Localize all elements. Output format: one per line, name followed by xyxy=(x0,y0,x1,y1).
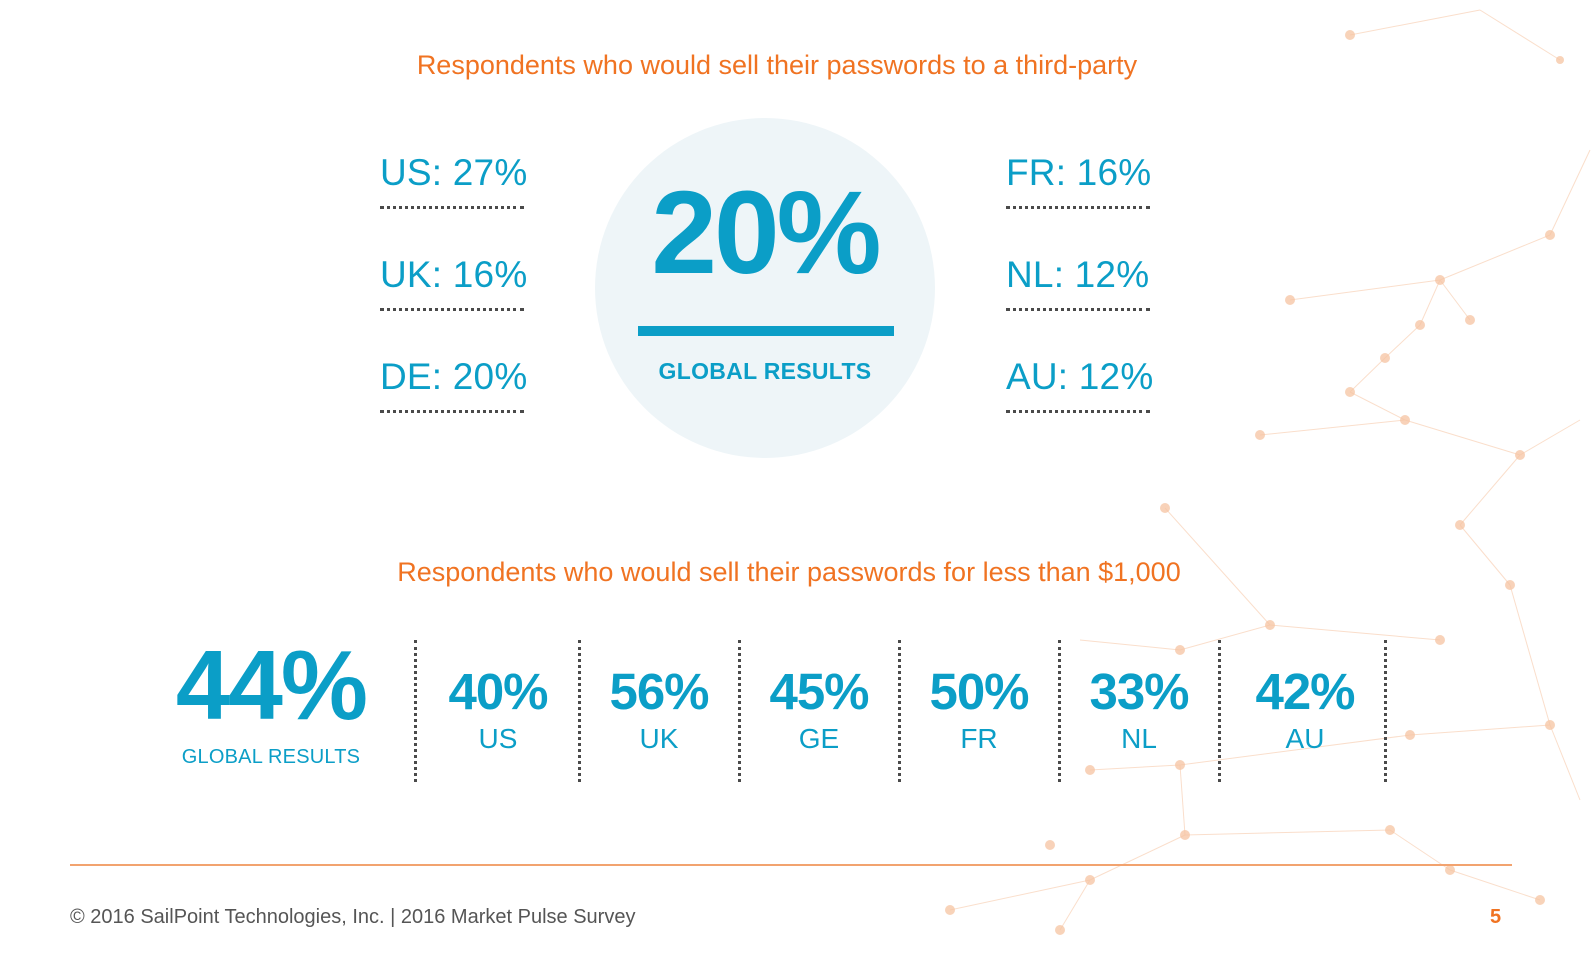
dotted-separator xyxy=(1384,640,1387,782)
country-percentage: 56% xyxy=(609,663,709,720)
country-stat-fr: FR: 16% xyxy=(1006,152,1176,209)
dotted-divider xyxy=(380,206,524,209)
dotted-separator xyxy=(414,640,417,782)
dotted-divider xyxy=(1006,410,1150,413)
country-percentage: 42% xyxy=(1255,663,1355,720)
dotted-divider xyxy=(380,410,524,413)
global-results-label: GLOBAL RESULTS xyxy=(181,746,361,768)
dotted-separator xyxy=(738,640,741,782)
country-result-fr: 50% FR xyxy=(914,666,1044,755)
country-percentage: 45% xyxy=(769,663,869,720)
country-result-nl: 33% NL xyxy=(1074,666,1204,755)
global-percentage: 44% xyxy=(175,630,368,740)
country-code: NL xyxy=(1121,723,1157,754)
global-underline-bar xyxy=(638,326,894,336)
country-result-au: 42% AU xyxy=(1240,666,1370,755)
dotted-separator xyxy=(898,640,901,782)
country-stat-us: US: 27% xyxy=(380,152,550,209)
page-number: 5 xyxy=(1490,906,1502,928)
dotted-separator xyxy=(1058,640,1061,782)
country-stat-text: NL: 12% xyxy=(1006,254,1150,295)
dotted-divider xyxy=(1006,206,1150,209)
dotted-separator xyxy=(1218,640,1221,782)
country-percentage: 40% xyxy=(448,663,548,720)
country-result-uk: 56% UK xyxy=(594,666,724,755)
country-stat-text: UK: 16% xyxy=(380,254,528,295)
country-stat-text: AU: 12% xyxy=(1006,356,1154,397)
country-stat-text: FR: 16% xyxy=(1006,152,1152,193)
country-result-ge: 45% GE xyxy=(754,666,884,755)
country-stat-au: AU: 12% xyxy=(1006,356,1176,413)
dotted-divider xyxy=(1006,308,1150,311)
country-code: GE xyxy=(798,723,840,754)
global-results-label: GLOBAL RESULTS xyxy=(658,358,872,384)
country-stat-uk: UK: 16% xyxy=(380,254,550,311)
footer-copyright: © 2016 SailPoint Technologies, Inc. | 20… xyxy=(70,906,636,928)
country-stat-de: DE: 20% xyxy=(380,356,550,413)
country-code: AU xyxy=(1285,723,1325,754)
country-result-us: 40% US xyxy=(433,666,563,755)
country-percentage: 33% xyxy=(1089,663,1189,720)
global-result-circle: 20% GLOBAL RESULTS xyxy=(595,118,935,458)
section-title-third-party: Respondents who would sell their passwor… xyxy=(416,50,1138,80)
country-code: FR xyxy=(960,723,998,754)
country-percentage: 50% xyxy=(929,663,1029,720)
dotted-separator xyxy=(578,640,581,782)
country-stat-text: US: 27% xyxy=(380,152,528,193)
global-percentage: 20% xyxy=(651,167,881,299)
country-stat-nl: NL: 12% xyxy=(1006,254,1176,311)
section-title-less-than-1000: Respondents who would sell their passwor… xyxy=(397,557,1181,587)
footer-divider xyxy=(70,864,1512,866)
country-code: US xyxy=(478,723,518,754)
dotted-divider xyxy=(380,308,524,311)
global-result-large: 44% GLOBAL RESULTS xyxy=(165,636,377,769)
country-code: UK xyxy=(639,723,679,754)
country-stat-text: DE: 20% xyxy=(380,356,528,397)
